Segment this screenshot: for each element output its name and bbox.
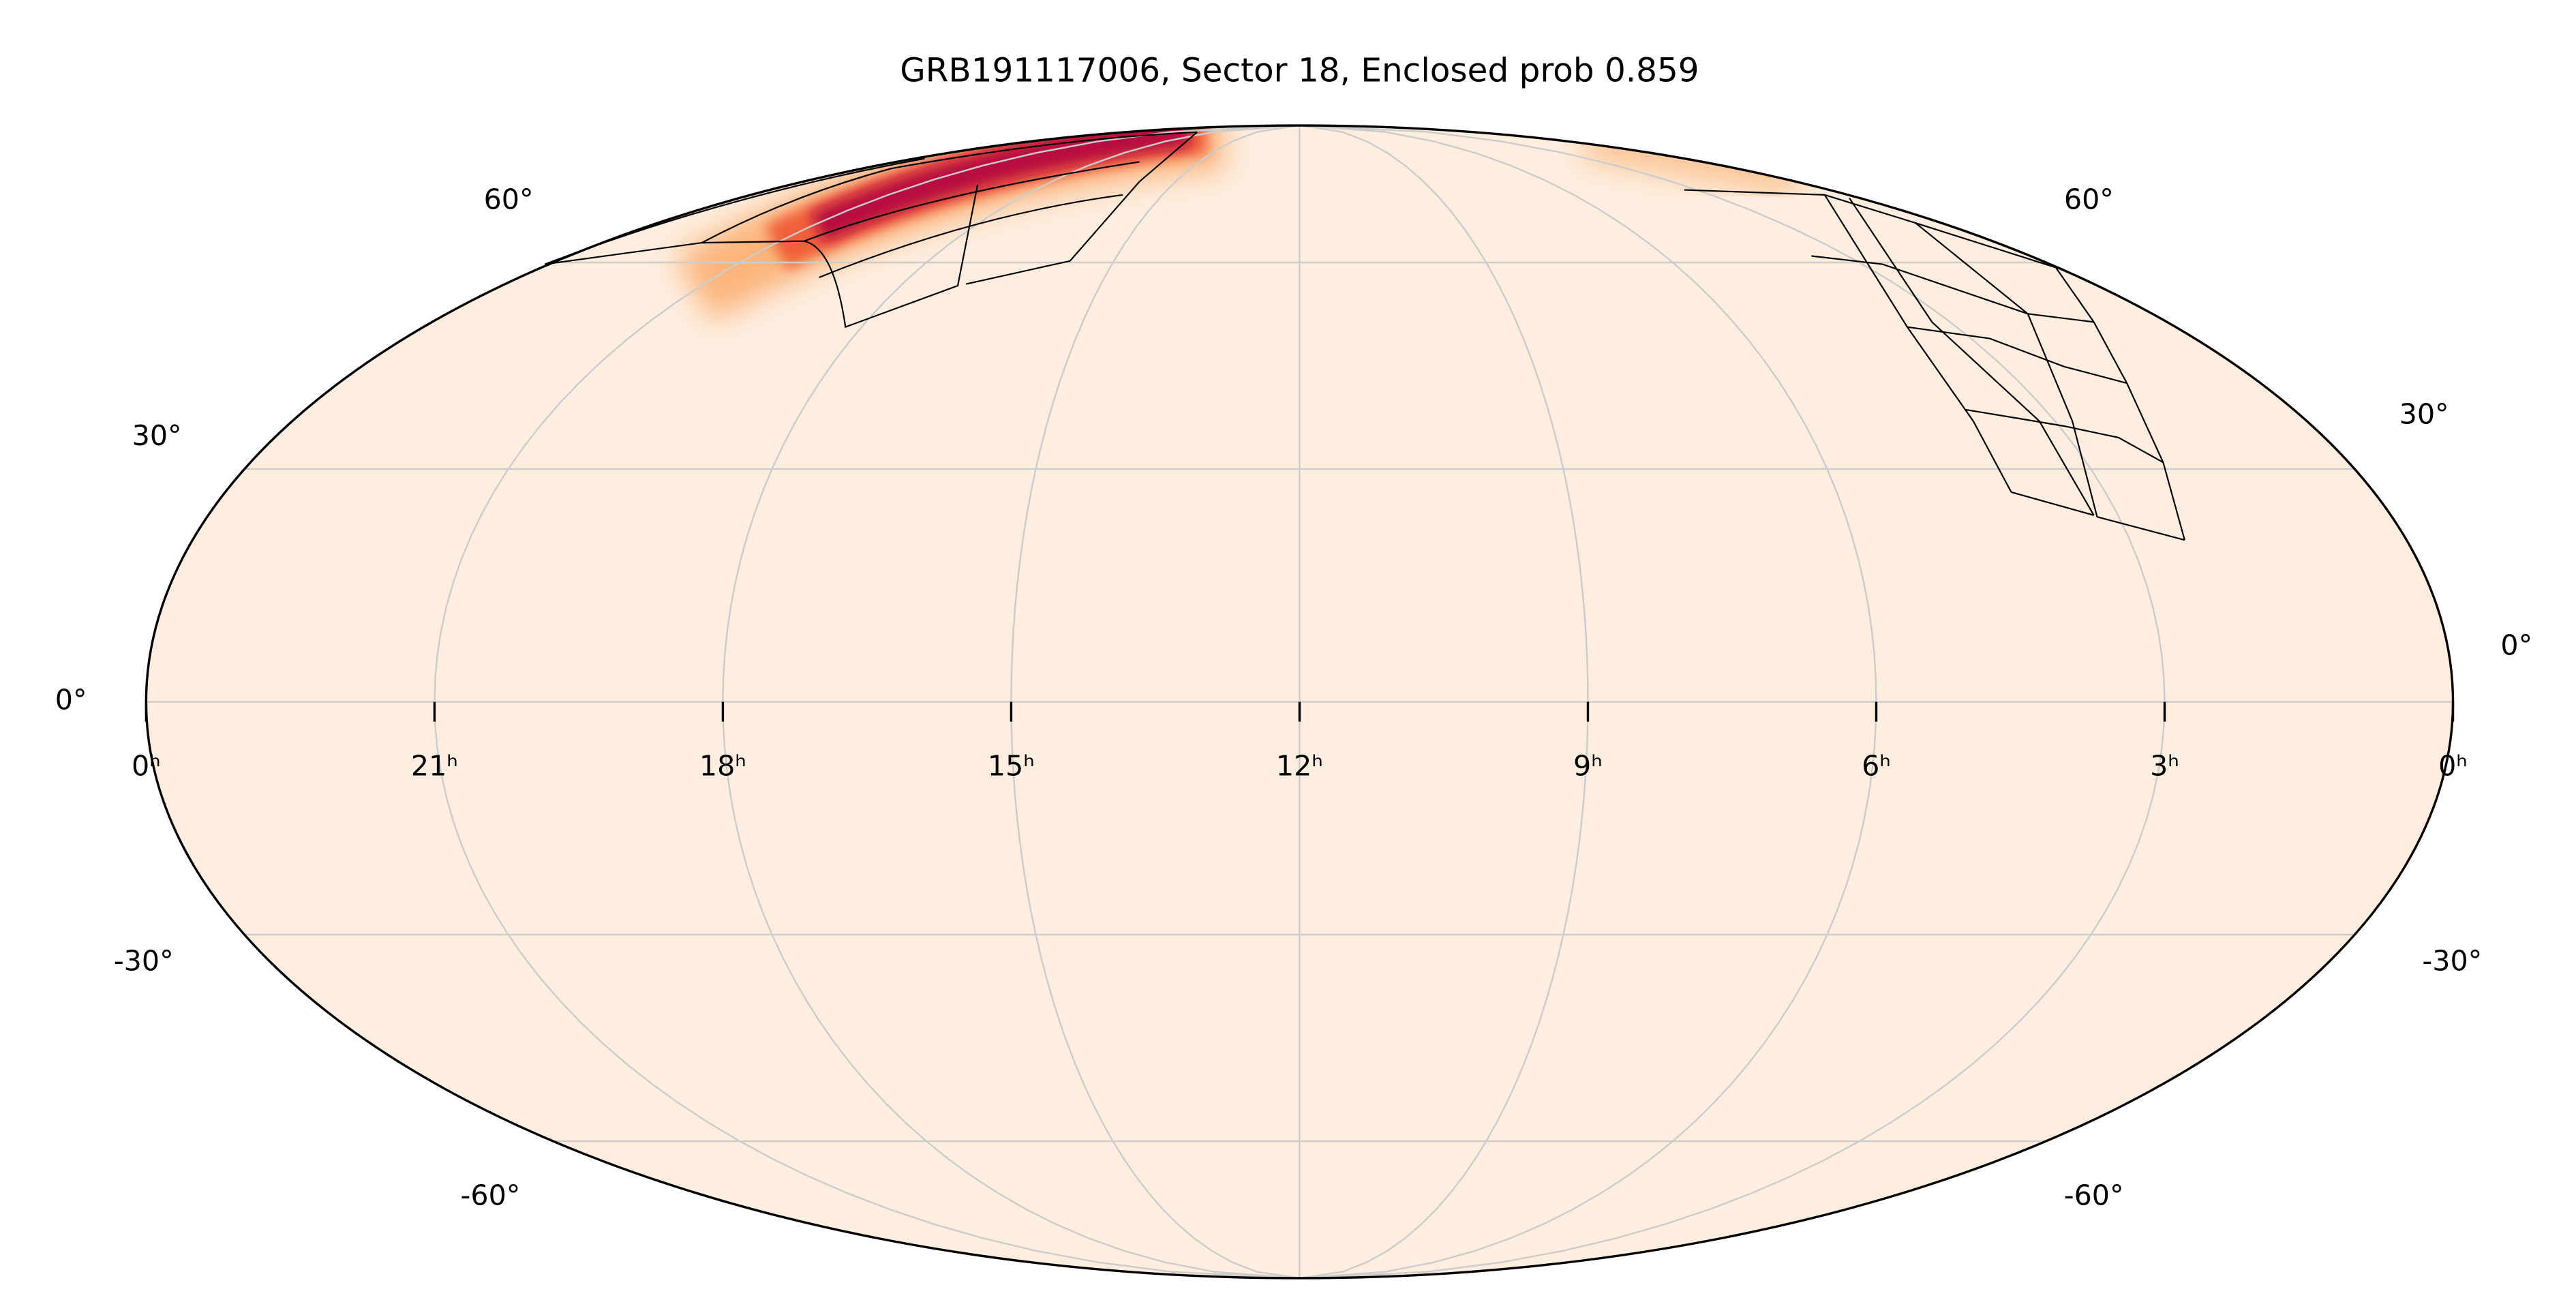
footprint-outline [1684,189,2185,541]
x-tick-label: 12ʰ [1276,749,1323,782]
y-tick-label: 0° [2500,629,2532,662]
sky-border [145,124,2455,1280]
y-tick-label: 0° [55,684,87,716]
x-tick-label: 0ʰ [132,749,161,782]
y-tick-label: -30° [2422,944,2482,977]
y-tick-label: -60° [2064,1179,2124,1211]
grid-line [722,125,1300,1278]
footprints [545,131,2185,541]
x-tick-label: 15ʰ [988,749,1035,782]
footprint-outline [545,131,1198,329]
y-tick-label: 30° [132,419,182,452]
grid-line [1299,125,1589,1278]
x-tick-label: 18ʰ [699,749,746,782]
grid-line [1299,125,1877,1278]
y-tick-label: 60° [484,183,534,216]
x-tick-label: 6ʰ [1862,749,1891,782]
grid-line [1299,125,2166,1278]
y-tick-label: 30° [2399,397,2449,430]
chart-title: GRB191117006, Sector 18, Enclosed prob 0… [900,52,1699,90]
x-tick-label: 21ʰ [411,749,458,782]
y-tick-label: -30° [114,944,174,977]
grid-line [434,125,1300,1278]
y-tick-label: -60° [461,1179,521,1211]
x-tick-label: 9ʰ [1573,749,1603,782]
x-tick-label: 0ʰ [2438,749,2468,782]
y-tick-label: 60° [2064,183,2114,216]
grid-line [1010,125,1300,1278]
x-tick-label: 3ʰ [2150,749,2179,782]
